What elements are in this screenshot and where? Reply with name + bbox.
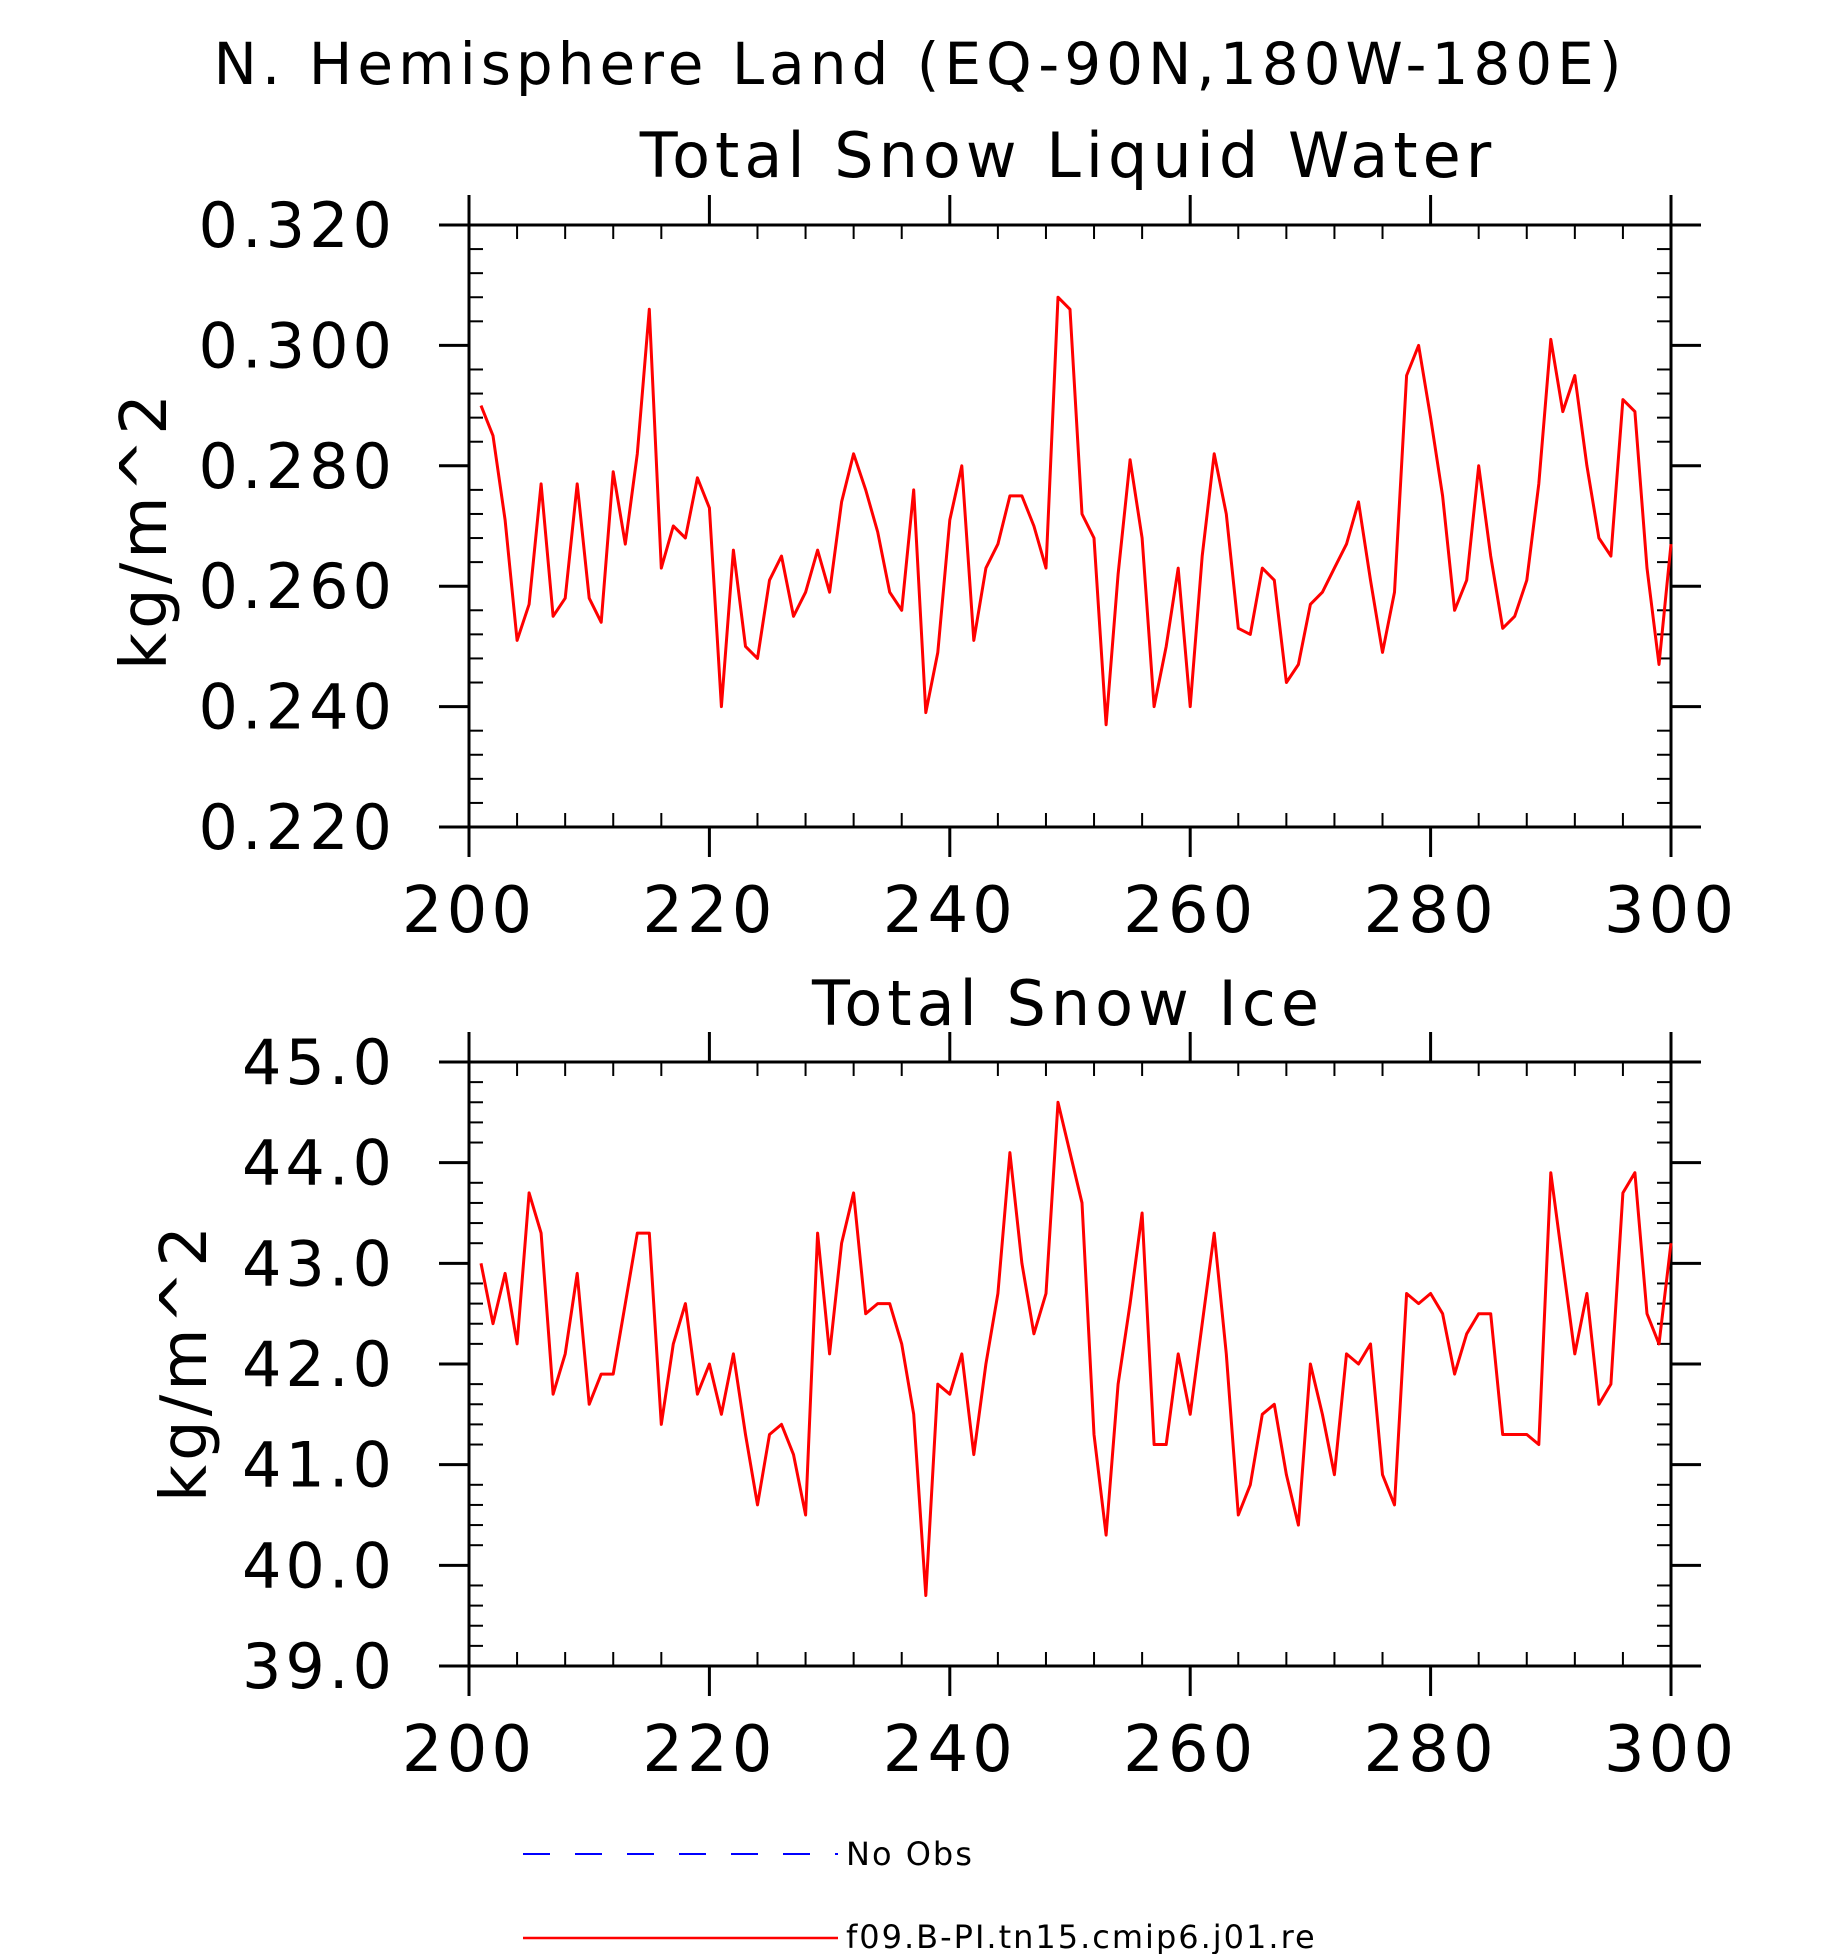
- axis-ticks: [439, 1032, 1701, 1696]
- x-tick-labels: 200 220 240 260 280 300: [402, 1713, 1738, 1787]
- data-marks: [479, 1100, 1673, 1597]
- y-tick-label: 44.0: [242, 1127, 396, 1200]
- y-tick-label: 0.260: [199, 550, 397, 623]
- x-tick-label: 200: [402, 1713, 536, 1787]
- figure-title: N. Hemisphere Land (EQ-90N,180W-180E): [214, 30, 1627, 98]
- x-tick-label: 260: [1123, 874, 1257, 948]
- x-tick-label: 240: [883, 874, 1017, 948]
- x-tick-labels: 200 220 240 260 280 300: [402, 874, 1738, 948]
- data-marks: [479, 295, 1673, 727]
- y-axis-label: kg/m^2: [148, 1222, 222, 1502]
- plot-frame: [467, 223, 1673, 829]
- x-tick-label: 220: [642, 874, 776, 948]
- legend-label-no-obs: No Obs: [846, 1835, 974, 1873]
- y-tick-label: 0.240: [199, 671, 397, 744]
- y-tick-label: 0.280: [199, 430, 397, 503]
- y-tick-label: 0.300: [199, 309, 397, 382]
- legend: No Obs f09.B-PI.tn15.cmip6.j01.re: [523, 1835, 1317, 1954]
- y-tick-label: 40.0: [242, 1529, 396, 1602]
- x-tick-label: 220: [642, 1713, 776, 1787]
- axis-ticks: [439, 195, 1701, 857]
- x-tick-label: 300: [1604, 874, 1738, 948]
- x-tick-label: 280: [1364, 1713, 1498, 1787]
- x-tick-label: 260: [1123, 1713, 1257, 1787]
- y-tick-label: 39.0: [242, 1630, 396, 1703]
- y-tick-labels: 0.220 0.240 0.260 0.280 0.300 0.320: [199, 189, 397, 864]
- series-line: [479, 295, 1673, 727]
- panel-title: Total Snow Ice: [811, 967, 1324, 1040]
- x-tick-label: 280: [1364, 874, 1498, 948]
- panel-snow-liquid-water: Total Snow Liquid Water kg/m^2 0.220 0.24…: [108, 119, 1738, 948]
- y-tick-label: 0.220: [199, 791, 397, 864]
- panel-title: Total Snow Liquid Water: [639, 119, 1497, 192]
- series-line: [479, 1100, 1673, 1597]
- y-tick-labels: 39.0 40.0 41.0 42.0 43.0 44.0 45.0: [242, 1026, 396, 1703]
- y-tick-label: 45.0: [242, 1026, 396, 1099]
- legend-label-model: f09.B-PI.tn15.cmip6.j01.re: [846, 1918, 1317, 1954]
- y-axis-label: kg/m^2: [108, 390, 182, 670]
- y-tick-label: 43.0: [242, 1227, 396, 1300]
- x-tick-label: 200: [402, 874, 536, 948]
- y-tick-label: 0.320: [199, 189, 397, 262]
- y-tick-label: 41.0: [242, 1429, 396, 1502]
- x-tick-label: 300: [1604, 1713, 1738, 1787]
- panel-snow-ice: Total Snow Ice kg/m^2 39.0 40.0 41.0 42.0 43…: [148, 967, 1738, 1787]
- y-tick-label: 42.0: [242, 1328, 396, 1401]
- x-tick-label: 240: [883, 1713, 1017, 1787]
